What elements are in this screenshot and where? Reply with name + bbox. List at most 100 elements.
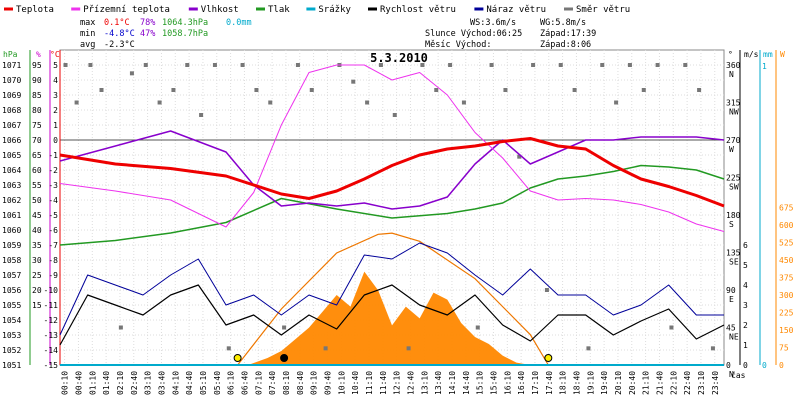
pct-tick-label: 40	[32, 226, 42, 235]
legend-label: Náraz větru	[486, 5, 546, 15]
stats-min-temp: -4.8°C	[104, 29, 135, 39]
x-tick-label: 10:40	[351, 371, 360, 395]
hpa-tick-label: 1059	[2, 241, 21, 250]
wind-gust-line	[59, 242, 724, 336]
hpa-tick-label: 1070	[2, 76, 21, 85]
wind-dir-point	[683, 63, 688, 67]
w-tick-label: 75	[779, 344, 789, 353]
hpa-tick-label: 1056	[2, 286, 21, 295]
x-tick-label: 08:10	[282, 371, 291, 395]
wind-dir-point	[392, 113, 397, 117]
legend-label: Směr větru	[576, 5, 630, 15]
axis-title-pct: %	[36, 50, 41, 59]
wind-dir-point	[118, 325, 123, 330]
solar-curve-line	[237, 232, 549, 366]
chart-title: 5.3.2010	[370, 51, 428, 65]
x-tick-label: 22:10	[669, 371, 678, 395]
wind-dir-point	[420, 63, 425, 67]
x-tick-label: 07:10	[254, 371, 263, 395]
pct-tick-label: 35	[32, 241, 42, 250]
ms-tick-label: 1	[743, 341, 748, 350]
dir-tick-label: 360	[726, 61, 741, 70]
temp-tick-label: -6	[48, 226, 58, 235]
temp-tick-label: -5	[48, 211, 58, 220]
wind-dir-point	[240, 63, 245, 67]
pct-tick-label: 20	[32, 286, 42, 295]
dir-compass-label: E	[729, 295, 734, 304]
axis-title-deg: °	[728, 50, 733, 59]
x-tick-label: 02:40	[130, 371, 139, 395]
pct-tick-label: 80	[32, 106, 42, 115]
x-tick-label: 12:10	[393, 371, 402, 395]
dir-tick-label: 90	[726, 286, 736, 295]
wind-dir-point	[185, 63, 190, 67]
hpa-tick-label: 1064	[2, 166, 21, 175]
wind-dir-point	[531, 63, 536, 67]
temp-tick-label: -7	[48, 241, 58, 250]
x-tick-label: 14:40	[462, 371, 471, 395]
x-tick-label: 20:10	[614, 371, 623, 395]
x-tick-label: 10:10	[337, 371, 346, 395]
x-tick-label: 06:10	[227, 371, 236, 395]
x-tick-label: 04:40	[185, 371, 194, 395]
hpa-tick-label: 1053	[2, 331, 21, 340]
w-tick-label: 375	[779, 274, 794, 283]
hpa-tick-label: 1067	[2, 121, 21, 130]
wind-dir-point	[295, 63, 300, 67]
wind-dir-point	[627, 63, 632, 67]
plot-frame	[59, 49, 725, 366]
wind-dir-point	[171, 88, 176, 92]
w-tick-label: 525	[779, 239, 794, 248]
x-tick-label: 23:40	[711, 371, 720, 395]
wind-dir-point	[461, 100, 466, 105]
dir-tick-label: 225	[726, 174, 741, 183]
wind-dir-point	[212, 63, 217, 67]
stats-moon-set: Západ:8:06	[540, 40, 591, 50]
temp-tick-label: -15	[44, 361, 59, 370]
stats-sun: Slunce Východ:06:25	[425, 29, 522, 39]
dir-compass-label: NW	[729, 108, 739, 117]
w-tick-label: 150	[779, 326, 794, 335]
hpa-tick-label: 1051	[2, 361, 21, 370]
hpa-tick-label: 1061	[2, 211, 21, 220]
wind-dir-point	[309, 88, 314, 92]
pct-tick-label: 60	[32, 166, 42, 175]
temperature-line	[59, 137, 725, 208]
x-tick-label: 23:10	[697, 371, 706, 395]
hpa-tick-label: 1068	[2, 106, 21, 115]
pct-tick-label: 65	[32, 151, 42, 160]
temp-tick-label: -8	[48, 256, 58, 265]
legend-label: Teplota	[16, 5, 54, 15]
w-tick-label: 225	[779, 309, 794, 318]
pct-tick-label: 50	[32, 196, 42, 205]
sunrise-marker	[233, 354, 242, 362]
stats-max-temp: 0.1°C	[104, 18, 130, 28]
axis-title-ms: m/s	[744, 50, 759, 59]
wind-dir-point	[268, 100, 273, 105]
x-tick-label: 12:40	[406, 371, 415, 395]
wind-dir-point	[710, 346, 715, 351]
hpa-tick-label: 1052	[2, 346, 21, 355]
x-tick-label: 09:40	[323, 371, 332, 395]
stats-max-press: 1064.3hPa	[162, 18, 208, 28]
solar-actual-area	[248, 271, 531, 365]
temp-tick-label: -2	[48, 166, 58, 175]
legend-label: Rychlost větru	[380, 5, 456, 15]
x-tick-label: 16:40	[517, 371, 526, 395]
hpa-tick-label: 1065	[2, 151, 21, 160]
pct-tick-label: 90	[32, 76, 42, 85]
wind-dir-point	[378, 63, 383, 67]
wind-dir-point	[669, 325, 674, 330]
x-tick-label: 18:10	[559, 371, 568, 395]
wind-dir-point	[406, 346, 411, 351]
sunset-marker	[544, 354, 553, 362]
pct-tick-label: 30	[32, 256, 42, 265]
wind-dir-point	[365, 100, 370, 105]
axis-title-degc: °C	[50, 50, 60, 59]
wind-dir-point	[586, 346, 591, 351]
wind-dir-point	[226, 346, 231, 351]
wind-dir-point	[143, 63, 148, 67]
temp-tick-label: -4	[48, 196, 58, 205]
